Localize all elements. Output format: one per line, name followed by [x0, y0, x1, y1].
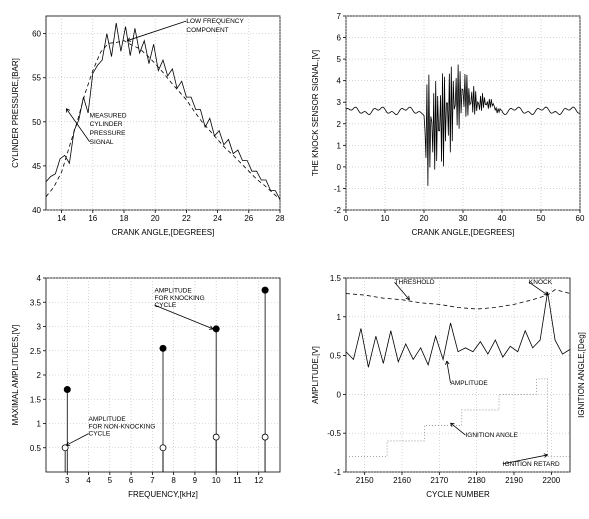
svg-text:60: 60 — [32, 30, 41, 39]
svg-text:50: 50 — [537, 214, 546, 223]
svg-text:PRESSURE: PRESSURE — [90, 130, 126, 137]
svg-text:AMPLITUDE: AMPLITUDE — [451, 380, 489, 387]
svg-text:3.5: 3.5 — [30, 298, 42, 307]
svg-text:LOW FREQUENCY: LOW FREQUENCY — [186, 18, 244, 25]
svg-text:CYCLE: CYCLE — [89, 430, 111, 437]
svg-text:9: 9 — [193, 476, 198, 485]
svg-text:-2: -2 — [334, 206, 342, 215]
cycle-amplitude-chart: 2150 2160 2170 2180 2190 2200 -1 -0.5 0 0.5 1 1.5 CY… — [308, 270, 588, 512]
svg-text:2180: 2180 — [468, 476, 486, 485]
svg-text:10: 10 — [381, 214, 390, 223]
svg-text:7: 7 — [150, 476, 155, 485]
svg-text:50: 50 — [32, 118, 41, 127]
svg-text:MAXIMAL AMPLITUDES,[V]: MAXIMAL AMPLITUDES,[V] — [11, 324, 20, 425]
svg-text:-0.5: -0.5 — [327, 429, 341, 438]
svg-text:55: 55 — [32, 74, 41, 83]
svg-text:28: 28 — [276, 214, 285, 223]
svg-text:30: 30 — [459, 214, 468, 223]
svg-text:4: 4 — [86, 476, 91, 485]
svg-text:COMPONENT: COMPONENT — [186, 27, 228, 34]
cylinder-pressure-chart: 14 16 18 20 22 24 26 28 40 45 50 55 60 CRANK ANGLE,[D… — [8, 8, 288, 250]
svg-text:60: 60 — [576, 214, 585, 223]
svg-text:4: 4 — [337, 77, 342, 86]
svg-text:CYCLE NUMBER: CYCLE NUMBER — [426, 490, 490, 499]
svg-text:12: 12 — [254, 476, 263, 485]
svg-text:-1: -1 — [334, 184, 342, 193]
svg-text:IGNITION ANGLE: IGNITION ANGLE — [465, 432, 518, 439]
svg-text:6: 6 — [337, 34, 342, 43]
svg-text:FOR NON-KNOCKING: FOR NON-KNOCKING — [89, 423, 156, 430]
svg-text:1: 1 — [337, 141, 342, 150]
svg-text:20: 20 — [420, 214, 429, 223]
svg-text:45: 45 — [32, 162, 41, 171]
svg-text:CYCLE: CYCLE — [154, 302, 176, 309]
svg-text:THE KNOCK SENSOR SIGNAL,[V]: THE KNOCK SENSOR SIGNAL,[V] — [311, 50, 320, 176]
svg-text:2.5: 2.5 — [30, 346, 42, 355]
svg-text:2170: 2170 — [430, 476, 448, 485]
svg-text:-1: -1 — [334, 468, 342, 477]
svg-text:3: 3 — [337, 98, 342, 107]
svg-text:3: 3 — [65, 476, 70, 485]
svg-text:40: 40 — [32, 206, 41, 215]
svg-text:0: 0 — [337, 390, 342, 399]
svg-text:SIGNAL: SIGNAL — [90, 139, 114, 146]
svg-text:2150: 2150 — [356, 476, 374, 485]
svg-text:2200: 2200 — [542, 476, 560, 485]
svg-text:AMPLITUDE: AMPLITUDE — [89, 416, 127, 423]
svg-text:CYLINDER PRESSURE,[BAR]: CYLINDER PRESSURE,[BAR] — [11, 58, 20, 168]
svg-text:1.5: 1.5 — [30, 395, 42, 404]
svg-text:24: 24 — [213, 214, 222, 223]
svg-text:IGNITION ANGLE,[Deg]: IGNITION ANGLE,[Deg] — [577, 332, 586, 418]
svg-text:14: 14 — [57, 214, 66, 223]
svg-text:2: 2 — [337, 120, 342, 129]
svg-text:CRANK ANGLE,[DEGREES]: CRANK ANGLE,[DEGREES] — [112, 228, 215, 237]
svg-text:4: 4 — [37, 274, 42, 283]
svg-text:40: 40 — [498, 214, 507, 223]
svg-text:CYLINDER: CYLINDER — [90, 121, 123, 128]
svg-text:MEASURED: MEASURED — [90, 112, 127, 119]
svg-text:6: 6 — [129, 476, 134, 485]
svg-text:22: 22 — [182, 214, 191, 223]
svg-text:20: 20 — [151, 214, 160, 223]
svg-text:5: 5 — [337, 55, 342, 64]
svg-text:CRANK ANGLE,[DEGREES]: CRANK ANGLE,[DEGREES] — [412, 228, 515, 237]
svg-text:8: 8 — [171, 476, 176, 485]
svg-text:2160: 2160 — [393, 476, 411, 485]
svg-text:1.5: 1.5 — [330, 274, 342, 283]
svg-text:AMPLITUDE: AMPLITUDE — [154, 287, 192, 294]
svg-text:18: 18 — [120, 214, 129, 223]
svg-text:0: 0 — [337, 163, 342, 172]
svg-text:10: 10 — [212, 476, 221, 485]
svg-text:0.5: 0.5 — [30, 443, 42, 452]
svg-text:3: 3 — [37, 322, 42, 331]
svg-text:AMPLITUDE,[V]: AMPLITUDE,[V] — [311, 346, 320, 404]
svg-text:26: 26 — [244, 214, 253, 223]
svg-text:7: 7 — [337, 12, 342, 21]
svg-text:0.5: 0.5 — [330, 351, 342, 360]
svg-text:KNOCK: KNOCK — [529, 279, 553, 286]
svg-text:1: 1 — [37, 419, 42, 428]
svg-text:THRESHOLD: THRESHOLD — [395, 279, 435, 286]
svg-text:FREQUENCY,[kHz]: FREQUENCY,[kHz] — [128, 490, 198, 499]
amplitude-spectrum-chart: 3 4 5 6 7 8 9 10 11 12 0.5 1 1.5 2 2.5 3 3.5 4 FREQUENCY,[… — [8, 270, 288, 512]
svg-text:2: 2 — [37, 371, 42, 380]
svg-text:0: 0 — [344, 214, 349, 223]
svg-text:1: 1 — [337, 312, 342, 321]
svg-text:FOR KNOCKING: FOR KNOCKING — [154, 294, 204, 301]
svg-text:2190: 2190 — [505, 476, 523, 485]
svg-text:11: 11 — [233, 476, 242, 485]
knock-sensor-chart: 0 10 20 30 40 50 60 -2 -1 0 1 2 3 4 5 6 7 CRANK ANGLE,[DE… — [308, 8, 588, 250]
svg-text:16: 16 — [88, 214, 97, 223]
svg-text:5: 5 — [108, 476, 113, 485]
